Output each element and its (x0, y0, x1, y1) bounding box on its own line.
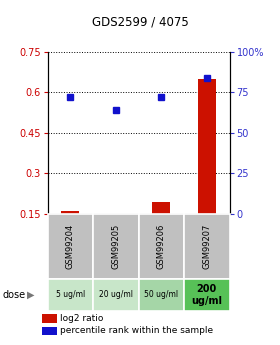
Text: GSM99204: GSM99204 (66, 224, 75, 269)
Bar (184, 214, 230, 279)
Bar (61, 211, 80, 214)
Text: GSM99206: GSM99206 (157, 224, 166, 269)
Text: ▶: ▶ (27, 290, 34, 300)
Bar (184, 279, 230, 311)
Text: log2 ratio: log2 ratio (60, 314, 104, 323)
Text: 5 ug/ml: 5 ug/ml (56, 290, 85, 299)
Bar (139, 214, 184, 279)
Bar (93, 214, 139, 279)
Text: GDS2599 / 4075: GDS2599 / 4075 (92, 16, 188, 29)
Text: GSM99205: GSM99205 (111, 224, 120, 269)
Text: GSM99207: GSM99207 (202, 224, 211, 269)
Bar (48, 279, 93, 311)
Bar (48, 214, 93, 279)
Text: 50 ug/ml: 50 ug/ml (144, 290, 178, 299)
Bar (139, 279, 184, 311)
Text: dose: dose (3, 290, 26, 300)
Bar (198, 79, 216, 214)
Text: percentile rank within the sample: percentile rank within the sample (60, 326, 213, 335)
Text: 200
ug/ml: 200 ug/ml (191, 284, 222, 306)
Bar (93, 279, 139, 311)
Text: 20 ug/ml: 20 ug/ml (99, 290, 133, 299)
Bar (152, 202, 171, 214)
